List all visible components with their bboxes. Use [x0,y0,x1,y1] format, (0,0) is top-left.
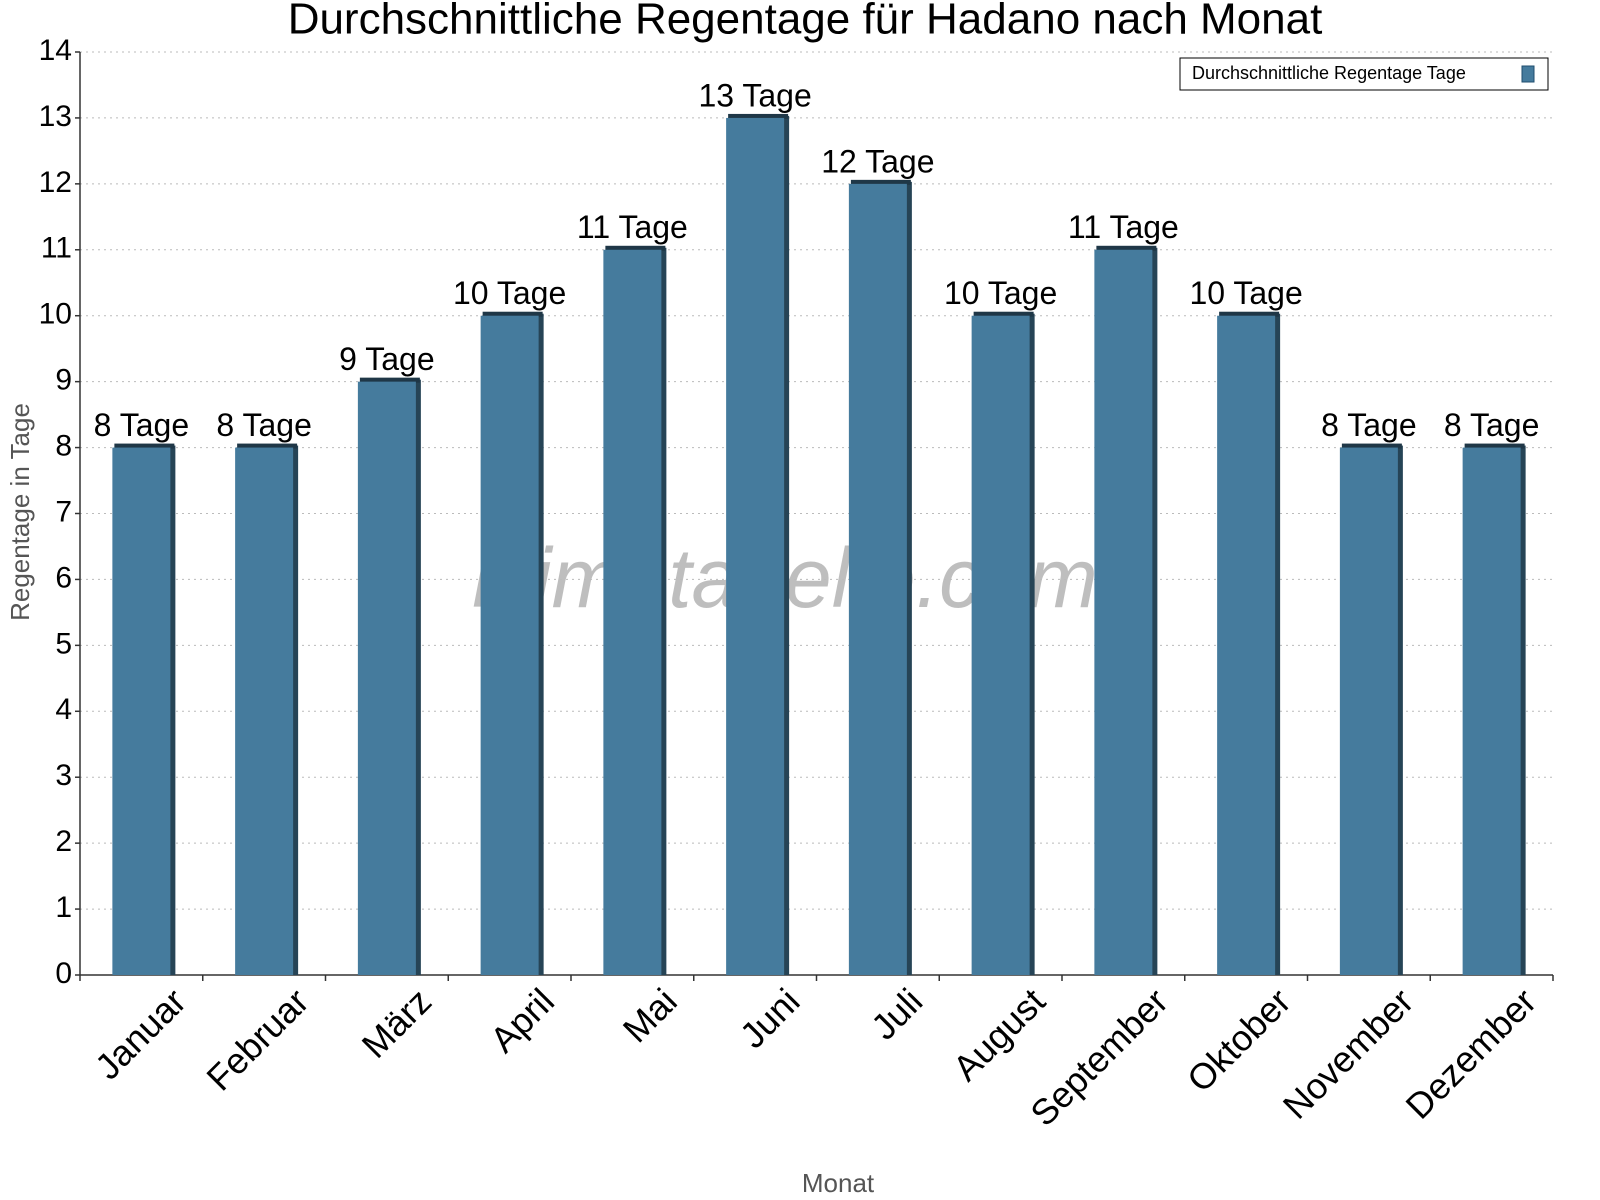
y-tick-label: 6 [55,561,72,594]
bar [357,381,416,976]
y-tick-label: 0 [55,957,72,990]
value-label: 9 Tage [339,341,435,377]
y-tick-label: 3 [55,759,72,792]
bar-top [1341,443,1402,449]
bar-top [850,179,911,185]
bar [603,249,662,976]
bar [480,315,539,975]
y-tick-label: 11 [41,232,72,265]
y-axis-label: Regentage in Tage [5,403,35,621]
y-tick-label: 14 [39,34,72,67]
bar [235,447,294,976]
value-label: 11 Tage [1068,209,1179,245]
legend-box [1179,57,1549,91]
bar [726,117,785,975]
bar-side [169,445,176,976]
x-tick-label: Juli [863,980,930,1047]
x-tick-label: Februar [198,980,316,1098]
y-tick-label: 1 [55,891,72,924]
bar [971,315,1030,975]
value-label: 10 Tage [944,275,1057,311]
value-label: 13 Tage [698,77,811,113]
bar-side [1274,313,1281,975]
value-label: 8 Tage [1321,407,1417,443]
y-tick-label: 7 [55,495,72,528]
bar-top [114,443,175,449]
bar [1094,249,1153,976]
value-label: 12 Tage [821,143,934,179]
bar-top [1096,245,1157,251]
bar-top [973,311,1034,317]
x-tick-label: November [1275,980,1421,1126]
chart-title: Durchschnittliche Regentage für Hadano n… [288,0,1323,44]
bar-side [1151,247,1158,976]
bar-side [537,313,544,975]
x-tick-label: März [354,980,440,1066]
value-label: 11 Tage [577,209,688,245]
x-tick-label: August [945,980,1053,1088]
bar-top [359,377,420,383]
bar-side [905,181,912,975]
x-tick-label: Oktober [1179,980,1299,1100]
value-label: 8 Tage [216,407,312,443]
x-tick-label: April [482,980,562,1060]
value-label: 8 Tage [94,407,190,443]
bar-side [1028,313,1035,975]
bar [1462,447,1521,976]
bar [112,447,171,976]
x-tick-label: Juni [732,980,808,1056]
x-tick-label: Januar [87,980,194,1087]
bar-top [1464,443,1525,449]
x-tick-label: Mai [615,980,685,1050]
bar [1339,447,1398,976]
bar-top [482,311,543,317]
y-tick-label: 9 [55,364,72,397]
y-tick-label: 10 [39,298,72,331]
y-tick-label: 4 [55,693,72,726]
legend-swatch [1521,65,1535,83]
bar-top [728,113,789,119]
bar-side [1396,445,1403,976]
bar-top [237,443,298,449]
legend-label: Durchschnittliche Regentage Tage [1192,63,1466,83]
bar-top [1219,311,1280,317]
y-tick-label: 5 [55,627,72,660]
y-tick-label: 2 [55,825,72,858]
value-label: 10 Tage [453,275,566,311]
bar-side [292,445,299,976]
bar-side [783,115,790,975]
bar-side [414,379,421,976]
y-tick-label: 8 [55,429,72,462]
y-tick-label: 12 [39,166,72,199]
bar-side [660,247,667,976]
bar [848,183,907,975]
bar [1217,315,1276,975]
value-label: 8 Tage [1444,407,1540,443]
bar-top [605,245,666,251]
value-label: 10 Tage [1189,275,1302,311]
x-axis-label: Monat [802,1168,875,1198]
bar-side [1519,445,1526,976]
y-tick-label: 13 [39,100,72,133]
x-tick-label: Dezember [1398,980,1544,1126]
